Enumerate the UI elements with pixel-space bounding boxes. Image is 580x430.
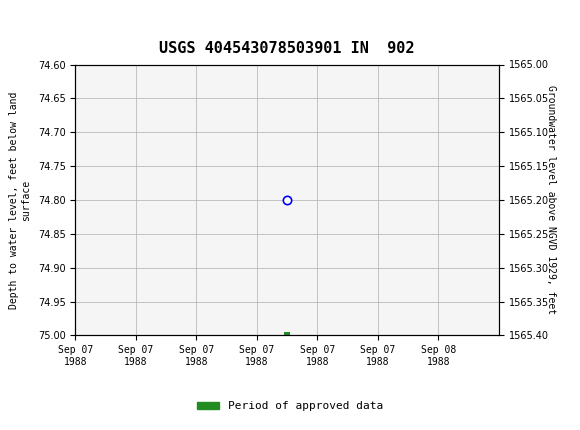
Title: USGS 404543078503901 IN  902: USGS 404543078503901 IN 902	[160, 41, 415, 56]
Legend: Period of approved data: Period of approved data	[193, 397, 387, 416]
Y-axis label: Groundwater level above NGVD 1929, feet: Groundwater level above NGVD 1929, feet	[546, 86, 556, 314]
Y-axis label: Depth to water level, feet below land
surface: Depth to water level, feet below land su…	[9, 91, 31, 309]
Text: ≋USGS: ≋USGS	[12, 12, 78, 33]
